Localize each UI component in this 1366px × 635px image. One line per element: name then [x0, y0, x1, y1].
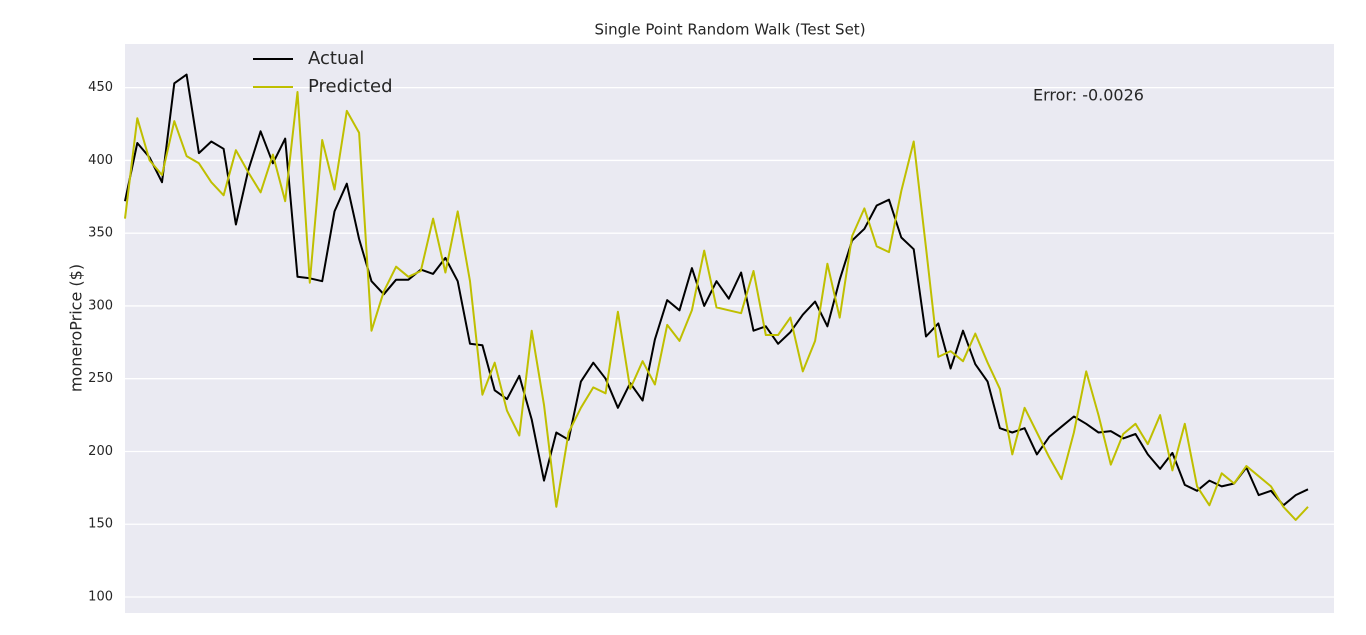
y-tick-label: 300 — [88, 298, 113, 313]
y-tick-label: 200 — [88, 444, 113, 459]
legend-label: Predicted — [308, 76, 393, 97]
y-axis-label: moneroPrice ($) — [67, 264, 86, 392]
line-series — [124, 73, 1309, 507]
y-tick-label: 350 — [88, 226, 113, 241]
chart-title: Single Point Random Walk (Test Set) — [594, 21, 865, 39]
legend-label: Actual — [308, 48, 364, 69]
y-tick-label: 450 — [88, 80, 113, 95]
annotation: Error: -0.0026 — [1033, 86, 1144, 105]
line-series — [124, 91, 1309, 521]
y-tick-label: 250 — [88, 371, 113, 386]
plot-background — [125, 44, 1334, 613]
y-tick-label: 100 — [88, 589, 113, 604]
y-tick-label: 400 — [88, 153, 113, 168]
y-tick-label: 150 — [88, 517, 113, 532]
